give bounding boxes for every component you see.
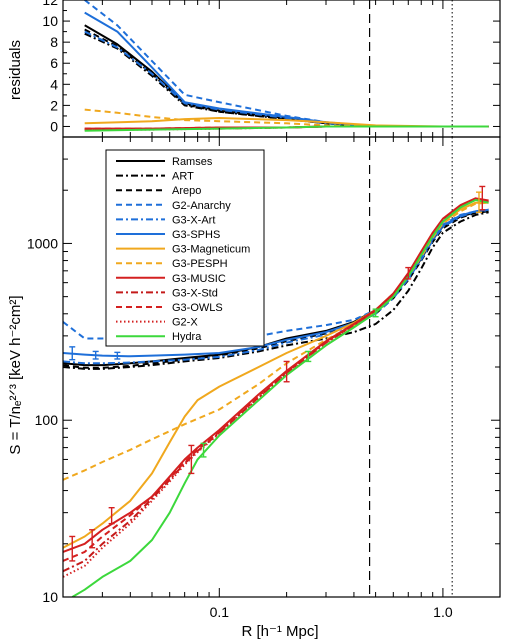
error-bar-g3-music [283, 360, 290, 383]
x-axis-ticks: 0.1 1.0 [62, 0, 453, 620]
bottom-y-tick-label: 100 [35, 412, 59, 428]
residuals-panel: 0 2 4 6 8 10 12 residuals [7, 0, 501, 138]
legend-label: G3-X-Art [172, 214, 215, 226]
error-bar-hydra [200, 442, 207, 458]
legend-label: ART [172, 171, 194, 183]
legend-item-arepo: Arepo [116, 185, 201, 197]
legend: Ramses ART Arepo G2-Anarchy G3-X-Art G3-SPHS G… [105, 149, 265, 347]
legend-item-g3-sphs: G3-SPHS [116, 229, 220, 241]
top-y-tick-label: 8 [50, 34, 58, 50]
legend-label: G3-MUSIC [172, 273, 226, 285]
legend-label: G2-X [172, 317, 198, 329]
top-y-tick-label: 12 [42, 0, 58, 8]
error-bar-g3-music [188, 444, 195, 475]
legend-label: G3-Magneticum [172, 244, 250, 256]
error-bar-g3-music [479, 185, 486, 211]
error-bar-hydra [305, 350, 312, 363]
error-bar-g3-music [108, 506, 115, 525]
bottom-plot-frame [62, 136, 501, 598]
error-bar-g3-pesph [476, 191, 483, 214]
error-bar-g3-sphs [92, 350, 99, 360]
bottom-y-tick-label: 1000 [27, 235, 58, 251]
legend-item-g2-anarchy: G2-Anarchy [116, 200, 231, 212]
legend-label: G3-PESPH [172, 258, 228, 270]
legend-label: G3-OWLS [172, 302, 223, 314]
top-series-group [84, 0, 489, 132]
top-y-tick-label: 10 [42, 13, 58, 29]
bottom-series-art [63, 211, 489, 370]
top-y-axis-ticks: 0 2 4 6 8 10 12 [42, 0, 500, 134]
error-bars-group [69, 185, 486, 562]
top-series-ramses [84, 24, 489, 128]
legend-label: G2-Anarchy [172, 200, 231, 212]
top-series-g2-anarchy [84, 0, 489, 128]
legend-item-g3-magneticum: G3-Magneticum [116, 244, 250, 256]
top-y-tick-label: 2 [50, 97, 58, 113]
top-reference-lines [368, 0, 453, 137]
legend-item-g3-owls: G3-OWLS [116, 302, 223, 314]
legend-label: Ramses [172, 156, 213, 168]
bottom-series-group [63, 197, 489, 597]
x-tick-label: 0.1 [210, 604, 230, 620]
bottom-series-hydra [71, 199, 489, 597]
error-bar-g3-music [405, 266, 412, 280]
legend-item-g3-pesph: G3-PESPH [116, 258, 228, 270]
top-y-tick-label: 6 [50, 55, 58, 71]
legend-label: Hydra [172, 331, 202, 343]
bottom-y-axis-label: S = T/nₑ²ᐟ³ [keV h⁻²cm²] [7, 295, 24, 454]
bottom-y-axis-ticks: 10 100 1000 [27, 136, 500, 605]
legend-label: G3-X-Std [172, 287, 218, 299]
top-series-g3-x-art [84, 30, 489, 128]
legend-label: G3-SPHS [172, 229, 220, 241]
top-series-arepo [84, 28, 489, 128]
error-bar-g3-music [69, 535, 76, 562]
bottom-series-g2-x [63, 198, 489, 578]
error-bar-g3-music [89, 529, 96, 549]
legend-item-ramses: Ramses [116, 156, 213, 168]
top-series-hydra [84, 125, 489, 132]
top-y-tick-label: 4 [50, 76, 58, 92]
error-bar-g3-sphs [114, 351, 121, 360]
legend-label: Arepo [172, 185, 201, 197]
bottom-reference-lines [368, 137, 453, 597]
legend-item-g3-x-std: G3-X-Std [116, 287, 218, 299]
top-y-tick-label: 0 [50, 118, 58, 134]
top-series-g3-magneticum [84, 117, 489, 128]
bottom-y-tick-label: 10 [42, 589, 58, 605]
legend-item-g3-x-art: G3-X-Art [116, 214, 215, 226]
x-tick-label: 1.0 [433, 604, 453, 620]
top-series-art [84, 32, 489, 128]
top-y-axis-label: residuals [7, 40, 24, 100]
error-bar-g3-sphs [69, 346, 76, 361]
bottom-series-g3-sphs [63, 208, 489, 358]
x-axis-label: R [h⁻¹ Mpc] [241, 623, 318, 640]
bottom-series-g2-anarchy [63, 208, 489, 341]
legend-item-hydra: Hydra [116, 331, 202, 343]
legend-item-art: ART [116, 171, 194, 183]
error-bar-hydra [372, 308, 379, 318]
legend-item-g2-x: G2-X [116, 317, 198, 329]
legend-item-g3-music: G3-MUSIC [116, 273, 226, 285]
